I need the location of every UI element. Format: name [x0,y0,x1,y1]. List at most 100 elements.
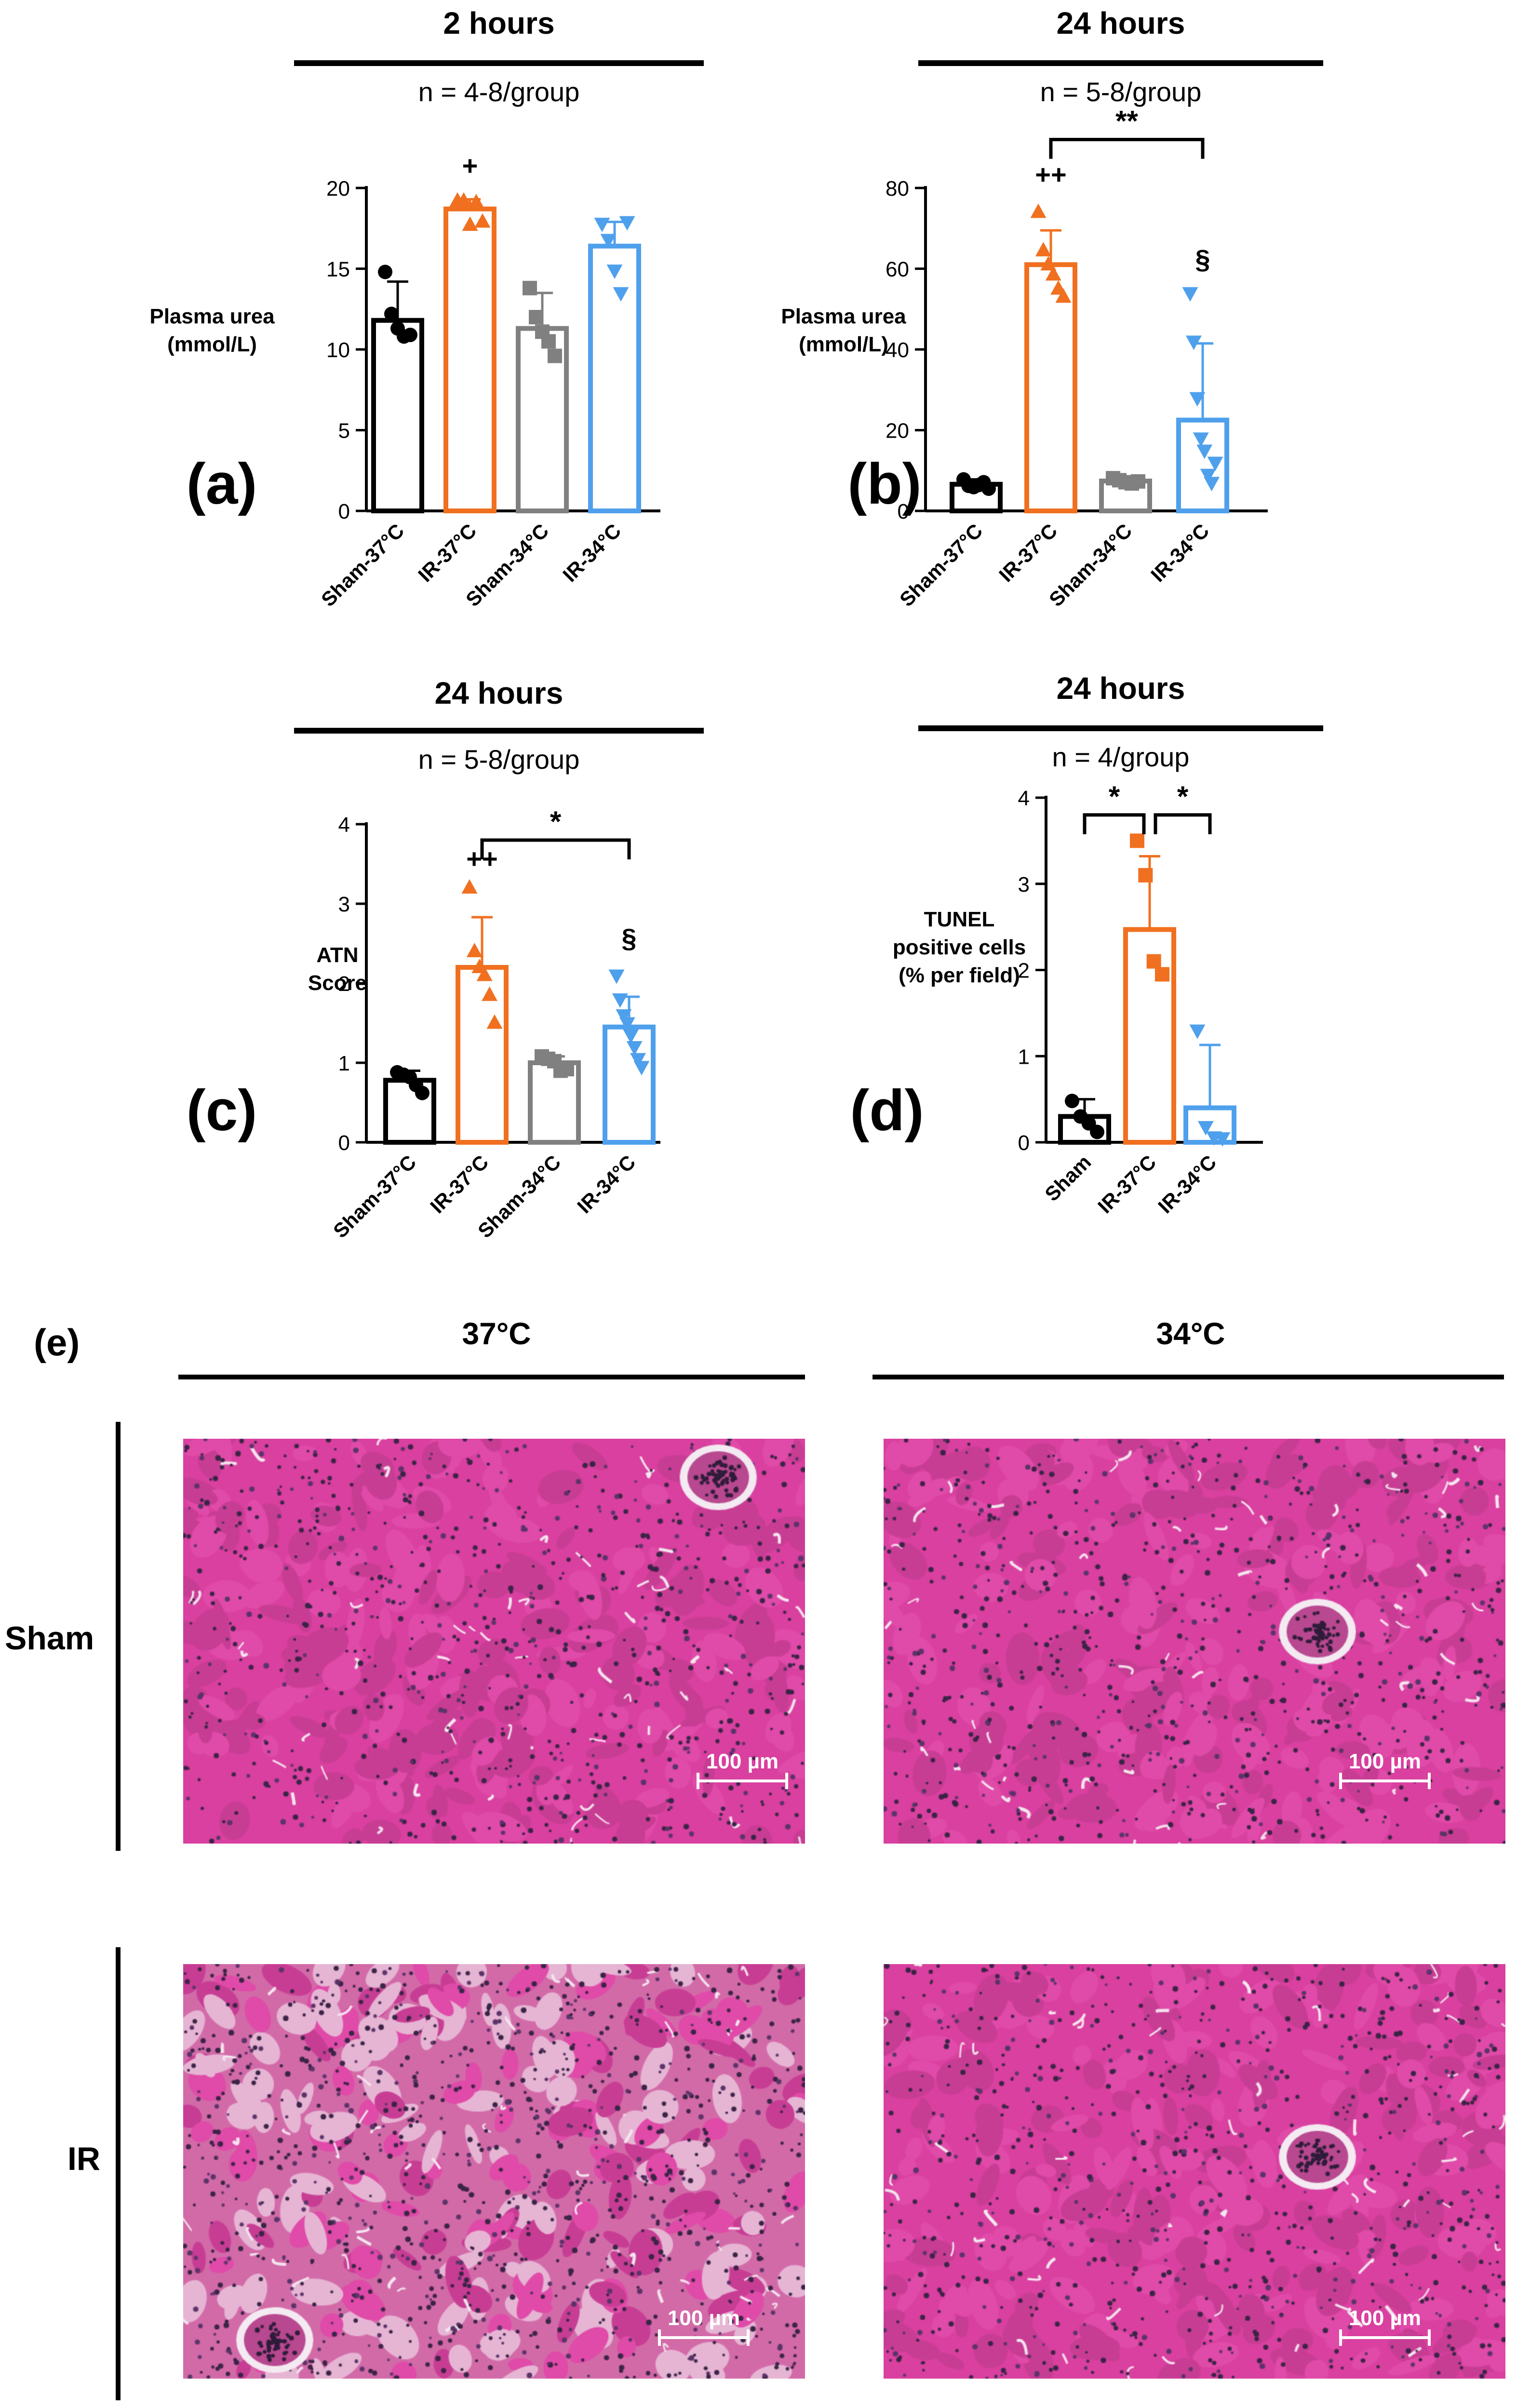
data-point [1197,1121,1214,1136]
x-tick-label: IR-37°C [414,519,481,586]
scale-bar-label: 100 µm [1348,1750,1422,1773]
significance-mark: § [1195,244,1210,275]
y-axis-label: TUNEL [924,908,995,931]
y-axis-label: Plasma urea [781,305,906,328]
data-point [594,217,610,232]
scale-bar: 100 µm [1339,1750,1431,1789]
column-rule-34 [872,1375,1504,1379]
comparison-bracket [1083,813,1146,834]
significance-mark: § [621,923,636,953]
data-point [541,334,556,349]
y-tick-label: 1 [1018,1045,1030,1069]
data-point [529,310,543,324]
column-label-37: 37°C [462,1316,531,1351]
y-axis-label: (mmol/L) [799,333,888,356]
data-point [415,1085,429,1100]
scale-bar-label: 100 µm [667,2306,740,2330]
x-tick-label: Sham [1040,1150,1095,1205]
bracket-label: * [550,805,562,838]
comparison-bracket [1049,138,1205,159]
comparison-bracket [1154,813,1212,834]
y-tick-label: 2 [1018,959,1030,983]
y-tick-label: 20 [326,177,350,201]
y-axis-label: positive cells [893,936,1026,959]
data-point [548,348,562,363]
data-point [619,1017,635,1032]
title-rule [294,60,704,66]
data-point [633,1061,650,1076]
y-tick-label: 15 [326,258,350,281]
data-point [600,234,617,249]
data-point [462,216,478,231]
panel-letter: (a) [187,452,257,516]
data-point [608,969,625,984]
data-point [1189,1024,1206,1039]
data-point [1204,477,1220,492]
y-tick-label: 3 [338,893,350,916]
significance-mark: ++ [1035,160,1066,190]
x-tick-label: IR-34°C [573,1150,640,1217]
data-point [626,1041,643,1056]
data-point [623,1029,639,1044]
data-point [1146,954,1161,969]
chart-title: 24 hours [1057,671,1185,706]
y-tick-label: 60 [886,258,909,281]
y-axis-label: (mmol/L) [167,333,257,356]
bar [443,206,497,513]
chart-subtitle: n = 4-8/group [418,77,580,107]
y-tick-label: 0 [338,500,350,523]
chart-subtitle: n = 4/group [1052,742,1190,772]
row-rule-sham [116,1422,121,1851]
panel-e-letter: (e) [34,1321,80,1364]
column-label-34: 34°C [1156,1316,1225,1351]
y-axis-label: ATN [316,943,358,967]
x-tick-label: Sham-37°C [895,519,987,611]
y-tick-label: 10 [326,338,350,362]
y-tick-label: 2 [338,972,350,996]
chart-panel-1: 2 hours n = 4-8/group (a) Plasma urea (mmol/… [149,6,704,611]
data-point [461,879,478,894]
data-point [612,993,628,1008]
data-point [1090,1124,1104,1139]
y-tick-label: 4 [1018,787,1030,810]
data-point [1196,444,1213,459]
bracket-label: * [1177,780,1189,813]
data-point [613,287,629,302]
data-point [1065,1094,1079,1109]
y-tick-label: 1 [338,1052,350,1075]
y-tick-label: 4 [338,813,350,837]
data-point [1030,203,1047,218]
panel-letter: (b) [847,452,921,516]
panel-letter: (d) [850,1078,924,1143]
data-point [1207,456,1223,471]
chart-subtitle: n = 5-8/group [418,744,580,775]
scale-bar: 100 µm [658,2306,750,2346]
scale-bar-label: 100 µm [706,1750,779,1773]
y-tick-label: 0 [338,1131,350,1155]
micrograph-ir-34: 100 µm [884,1964,1505,2379]
title-rule [918,60,1323,66]
data-point [486,1014,503,1029]
y-axis-label: Plasma urea [149,305,275,328]
x-tick-label: IR-34°C [1154,1150,1221,1217]
row-rule-ir [116,1947,121,2400]
y-tick-label: 0 [1018,1131,1030,1155]
title-rule [294,728,704,734]
data-point [1040,256,1057,271]
data-point [1055,288,1072,303]
x-tick-label: Sham-37°C [317,519,408,611]
title-rule [918,725,1323,731]
data-point [468,194,484,209]
y-axis-label: (% per field) [899,963,1020,987]
data-point [1193,432,1209,447]
bar [588,243,641,514]
bar [371,318,424,513]
chart-panel-4: 24 hours n = 4/group (d) TUNEL positive cell… [850,671,1323,1217]
data-point [981,481,996,496]
row-label-ir: IR [67,2140,100,2177]
x-tick-label: IR-34°C [558,519,625,586]
data-point [482,986,498,1001]
bracket-label: * [1109,780,1120,813]
data-point [1155,967,1169,982]
